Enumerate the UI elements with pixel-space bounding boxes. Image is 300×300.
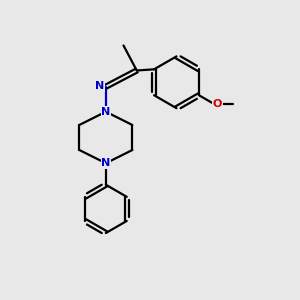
Text: N: N — [101, 107, 110, 117]
Text: O: O — [213, 99, 222, 109]
Text: N: N — [95, 81, 104, 91]
Text: N: N — [101, 158, 110, 168]
